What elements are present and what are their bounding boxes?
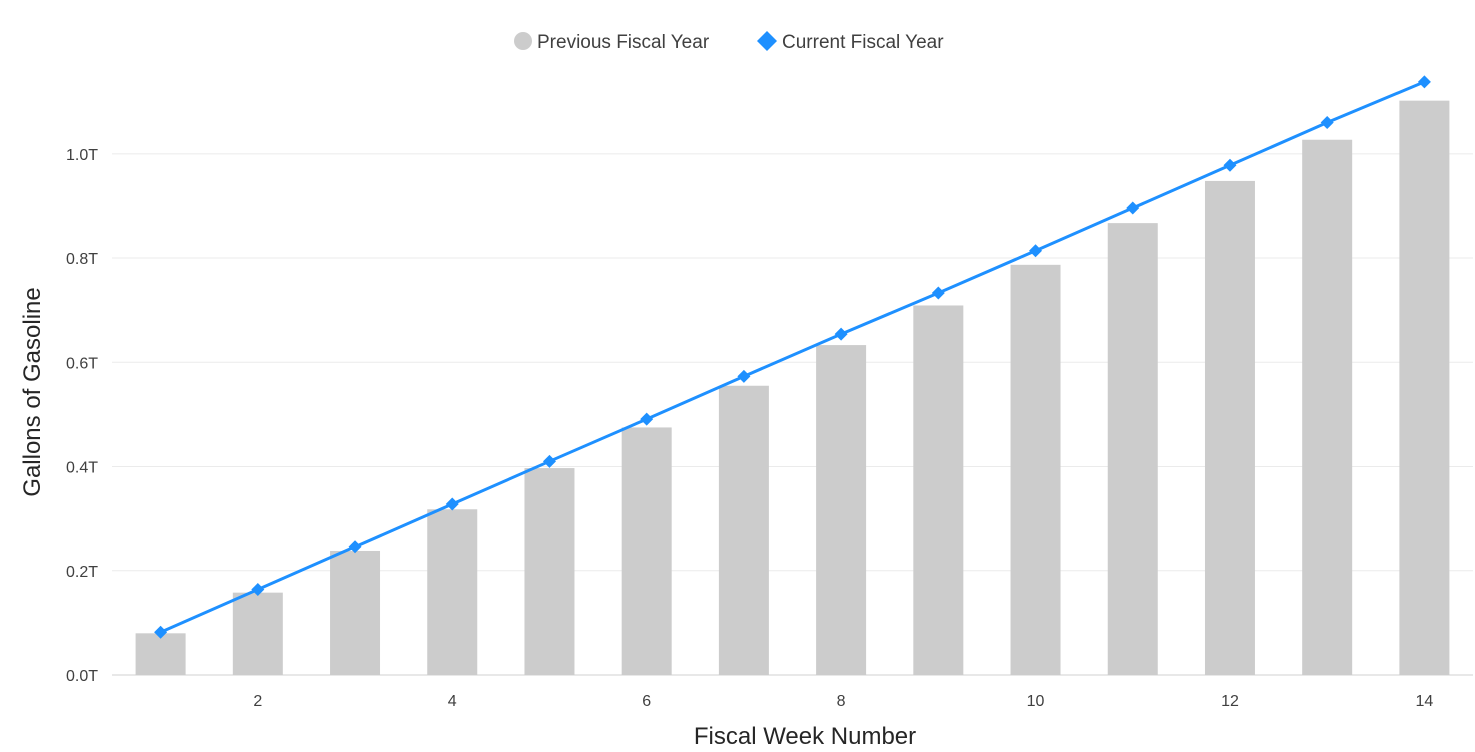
bar-previous-week-12	[1204, 180, 1255, 675]
y-axis-ticks: 0.0T 0.2T 0.4T 0.6T 0.8T 1.0T	[66, 147, 98, 685]
bar-previous-week-3	[330, 550, 381, 675]
x-tick-label: 6	[642, 693, 651, 710]
line-current	[160, 80, 1425, 634]
y-tick-label: 0.0T	[66, 668, 98, 685]
point-current-week-8	[834, 327, 848, 341]
bar-previous-week-10	[1010, 264, 1061, 675]
x-tick-label: 4	[448, 693, 457, 710]
point-current-week-5	[542, 454, 556, 468]
legend-label-previous: Previous Fiscal Year	[537, 32, 710, 53]
bar-previous-week-8	[816, 345, 867, 675]
bar-previous-week-4	[427, 509, 478, 675]
y-tick-label: 0.2T	[66, 564, 98, 581]
y-axis-title: Gallons of Gasoline	[19, 287, 46, 496]
bar-previous-week-14	[1399, 100, 1450, 676]
line-series	[154, 75, 1431, 639]
bar-previous-week-2	[232, 592, 283, 675]
point-current-week-4	[445, 497, 459, 511]
x-tick-label: 14	[1415, 693, 1433, 710]
legend-marker-previous	[514, 32, 532, 50]
point-current-week-9	[931, 286, 945, 300]
x-tick-label: 8	[837, 693, 846, 710]
bar-previous-week-9	[913, 305, 964, 675]
point-current-week-7	[737, 369, 751, 383]
point-current-week-13	[1320, 116, 1334, 130]
y-tick-label: 1.0T	[66, 147, 98, 164]
bar-previous-week-11	[1107, 223, 1158, 676]
point-current-week-6	[640, 412, 654, 426]
legend-marker-current	[757, 31, 777, 51]
point-current-week-12	[1223, 158, 1237, 172]
point-current-week-14	[1417, 75, 1431, 89]
x-axis-ticks: 2 4 6 8 10 12 14	[253, 693, 1433, 710]
bar-series	[135, 100, 1450, 676]
point-current-week-2	[251, 583, 265, 597]
bar-previous-week-5	[524, 468, 575, 675]
point-current-week-3	[348, 540, 362, 554]
x-tick-label: 12	[1221, 693, 1239, 710]
bar-previous-week-7	[718, 385, 769, 675]
y-tick-label: 0.8T	[66, 251, 98, 268]
x-tick-label: 10	[1027, 693, 1045, 710]
point-current-week-1	[154, 625, 168, 639]
x-axis-title: Fiscal Week Number	[694, 723, 916, 750]
gridlines	[112, 153, 1473, 676]
y-tick-label: 0.4T	[66, 460, 98, 477]
y-tick-label: 0.6T	[66, 355, 98, 372]
point-current-week-10	[1029, 244, 1043, 258]
bar-previous-week-1	[135, 633, 186, 675]
legend: Previous Fiscal Year Current Fiscal Year	[514, 31, 944, 53]
bar-previous-week-13	[1302, 139, 1353, 676]
legend-label-current: Current Fiscal Year	[782, 32, 944, 53]
point-current-week-11	[1126, 201, 1140, 215]
bar-previous-week-6	[621, 427, 672, 675]
x-tick-label: 2	[253, 693, 262, 710]
